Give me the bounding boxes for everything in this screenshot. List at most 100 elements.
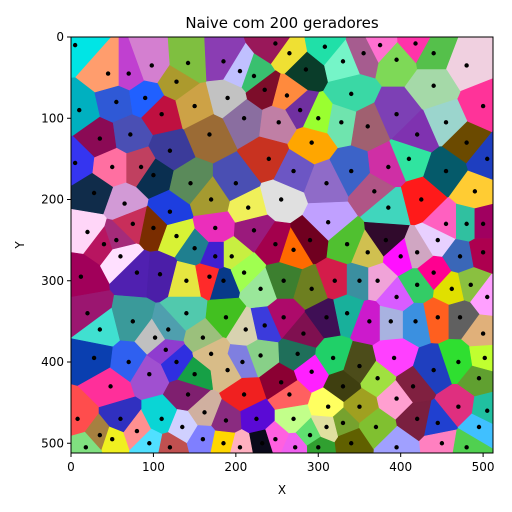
plot-area [70,36,494,454]
generator-point [134,428,140,434]
generator-point [254,416,259,422]
generator-point [457,315,463,320]
generator-point [207,132,212,137]
generator-point [340,420,346,426]
generator-point [464,445,469,450]
generator-point [278,380,284,385]
generator-point [159,111,164,117]
generator-point [151,172,156,178]
generator-point [373,424,379,430]
generator-point [208,351,214,357]
generator-point [394,294,399,300]
x-tick-label: 200 [224,460,247,474]
generator-point [435,315,440,320]
generator-point [276,120,281,125]
generator-point [192,103,197,109]
generator-point [485,156,490,162]
generator-point [357,278,362,283]
generator-point [367,319,372,324]
generator-point [101,241,107,247]
generator-point [322,44,328,49]
generator-point [91,190,97,196]
generator-point [485,294,490,300]
generator-point [273,41,278,46]
generator-point [213,254,218,259]
generator-point [83,445,89,450]
generator-point [85,229,90,235]
generator-point [365,124,370,129]
generator-point [309,369,314,374]
generator-point [386,205,391,210]
generator-point [278,197,284,202]
generator-point [476,376,482,381]
x-tick-label: 400 [389,460,412,474]
generator-point [457,254,463,259]
generator-point [166,327,171,332]
generator-point [303,67,309,72]
generator-point [85,311,90,316]
generator-point [383,237,389,243]
generator-point [221,59,226,64]
generator-point [419,197,424,202]
generator-point [147,441,152,446]
generator-point [301,331,306,336]
generator-point [237,445,243,450]
generator-point [128,132,133,137]
voronoi-cell [311,415,339,443]
y-axis-ticks: 0 100 200 300 400 500 [41,30,71,450]
generator-point [262,323,267,328]
generator-point [431,367,436,373]
generator-point [241,116,247,121]
generator-point [394,111,399,117]
y-tick-label: 500 [41,436,64,450]
generator-point [357,404,362,409]
y-tick-label: 300 [41,274,64,288]
generator-point [273,241,278,247]
generator-point [225,367,230,373]
generator-point [200,335,206,340]
generator-point [309,286,314,292]
generator-point [281,278,286,283]
generator-point [324,315,329,320]
generator-point [375,278,380,283]
generator-point [188,181,193,186]
voronoi-cell [98,396,142,433]
generator-point [118,254,123,259]
generator-point [163,347,168,353]
generator-point [464,221,469,227]
generator-point [126,359,131,365]
generator-point [349,168,354,174]
generator-point [325,220,331,225]
generator-point [372,189,377,194]
generator-point [316,445,321,450]
generator-point [233,181,239,186]
generator-point [147,371,152,377]
generator-point [192,371,197,377]
generator-point [167,148,173,153]
generator-point [324,181,329,186]
generator-point [340,59,346,64]
x-tick-label: 0 [67,460,75,474]
y-tick-label: 400 [41,355,64,369]
generator-point [246,205,251,210]
generator-point [480,331,486,336]
generator-point [414,416,420,422]
voronoi-cell [200,241,224,269]
generator-point [344,311,350,316]
voronoi-cells [70,36,494,454]
generator-point [410,384,416,389]
generator-point [251,73,257,79]
generator-point [207,274,212,279]
generator-point [332,278,337,283]
generator-point [77,107,82,113]
x-axis-label: X [278,483,286,497]
generator-point [406,156,412,162]
generator-point [443,168,449,174]
generator-point [97,136,103,141]
generator-point [375,376,380,381]
generator-point [443,221,449,227]
voronoi-cell [99,243,145,284]
generator-point [431,51,436,56]
generator-point [192,246,197,251]
generator-point [325,404,331,409]
